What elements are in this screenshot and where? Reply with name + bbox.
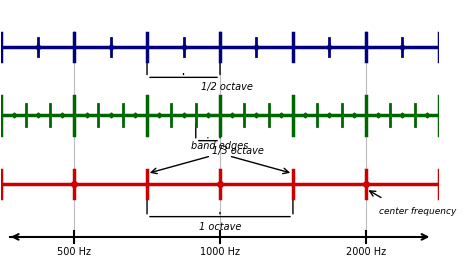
Text: 1/3 octave: 1/3 octave <box>212 146 264 156</box>
Text: band edges: band edges <box>191 141 249 151</box>
Text: center frequency: center frequency <box>379 206 456 216</box>
Text: 1 octave: 1 octave <box>199 222 241 232</box>
Text: 2000 Hz: 2000 Hz <box>346 247 386 257</box>
Text: 1/2 octave: 1/2 octave <box>201 82 253 92</box>
Text: 500 Hz: 500 Hz <box>57 247 91 257</box>
Text: 1000 Hz: 1000 Hz <box>200 247 240 257</box>
